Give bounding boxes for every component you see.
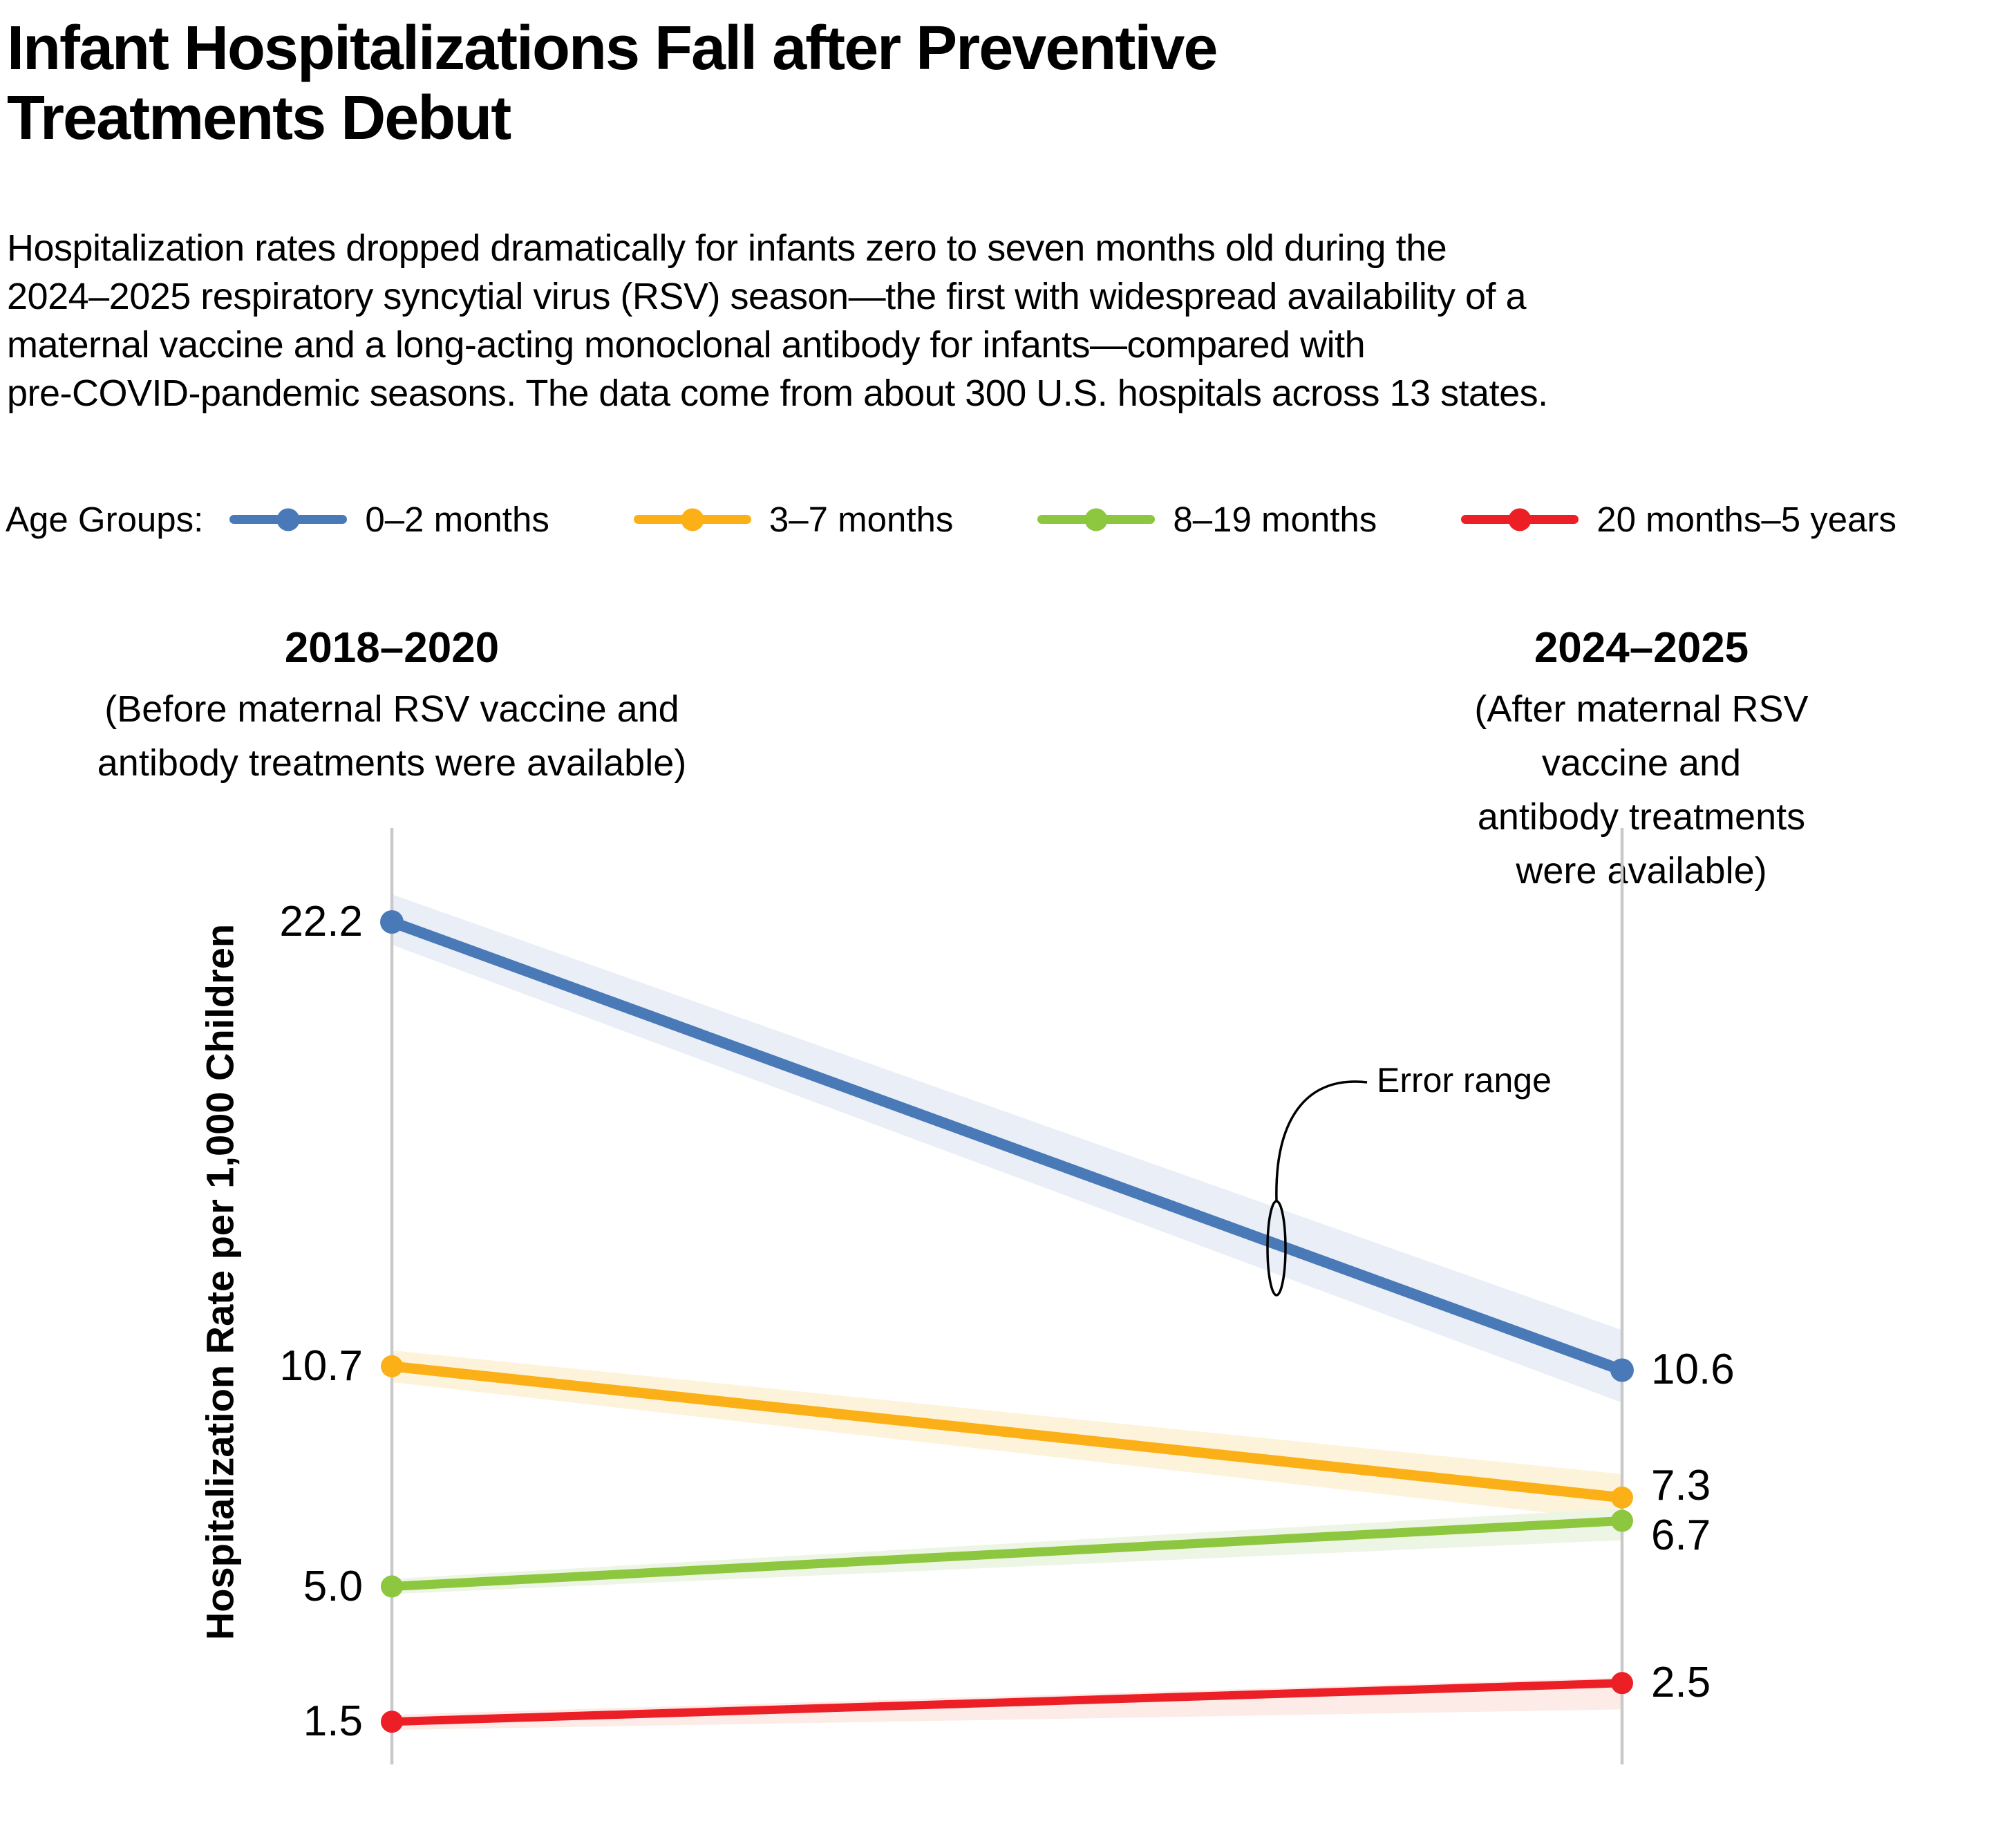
legend-dot-icon [276, 508, 300, 531]
legend-item-label: 3–7 months [769, 500, 954, 539]
legend-item-2: 8–19 months [1037, 499, 1377, 540]
series-dot-before-3 [381, 1711, 403, 1733]
legend-item-label: 8–19 months [1173, 500, 1377, 539]
legend-item-label: 0–2 months [365, 500, 549, 539]
value-label-after-2: 6.7 [1651, 1511, 1711, 1559]
period-after-caption: (After maternal RSV vaccine and antibody… [1474, 688, 1809, 892]
legend-dot-icon [681, 508, 704, 531]
series-dot-before-1 [381, 1355, 403, 1377]
legend-item-1: 3–7 months [633, 499, 954, 540]
period-before-header: 2018–2020 (Before maternal RSV vaccine a… [97, 624, 686, 790]
series-line-3 [388, 1679, 1626, 1726]
series-line-1 [386, 1361, 1628, 1503]
period-before-label: 2018–2020 [284, 624, 500, 672]
period-before-caption: (Before maternal RSV vaccine and antibod… [97, 688, 687, 784]
series-dot-before-0 [380, 910, 404, 934]
error-range-label: Error range [1377, 1061, 1552, 1100]
error-range-callout-ellipse [1266, 1200, 1287, 1297]
legend-marker-icon [1461, 508, 1579, 531]
legend-item-label: 20 months–5 years [1596, 500, 1896, 539]
page-title: Infant Hospitalizations Fall after Preve… [7, 14, 1218, 153]
legend: Age Groups: 0–2 months 3–7 months 8–19 mon… [6, 499, 1981, 540]
series-line-0 [386, 916, 1628, 1376]
value-label-after-0: 10.6 [1651, 1346, 1735, 1393]
legend-dot-icon [1508, 508, 1532, 531]
value-label-before-2: 5.0 [303, 1563, 363, 1610]
error-range-callout-curve [1275, 1080, 1368, 1202]
legend-dot-icon [1084, 508, 1108, 531]
series-dot-after-2 [1611, 1509, 1633, 1532]
legend-marker-icon [1037, 508, 1156, 531]
legend-marker-icon [229, 508, 348, 531]
series-line-2 [387, 1516, 1627, 1591]
legend-item-3: 20 months–5 years [1461, 499, 1896, 540]
value-label-after-3: 2.5 [1651, 1659, 1711, 1706]
legend-items: 0–2 months 3–7 months 8–19 months 20 months… [229, 499, 1981, 540]
value-label-before-0: 22.2 [279, 898, 363, 945]
value-label-before-3: 1.5 [303, 1697, 363, 1745]
series-dot-before-2 [381, 1575, 403, 1598]
series-dot-after-3 [1611, 1672, 1633, 1695]
legend-item-0: 0–2 months [229, 499, 549, 540]
page-subtitle: Hospitalization rates dropped dramatical… [7, 227, 1548, 414]
value-label-after-1: 7.3 [1651, 1462, 1711, 1509]
period-after-label: 2024–2025 [1534, 624, 1749, 672]
legend-marker-icon [633, 508, 751, 531]
series-dot-after-0 [1610, 1358, 1634, 1382]
series-dot-after-1 [1611, 1486, 1633, 1509]
legend-title: Age Groups: [6, 500, 204, 539]
period-after-header: 2024–2025 (After maternal RSV vaccine an… [1454, 624, 1829, 898]
value-label-before-1: 10.7 [279, 1342, 363, 1390]
